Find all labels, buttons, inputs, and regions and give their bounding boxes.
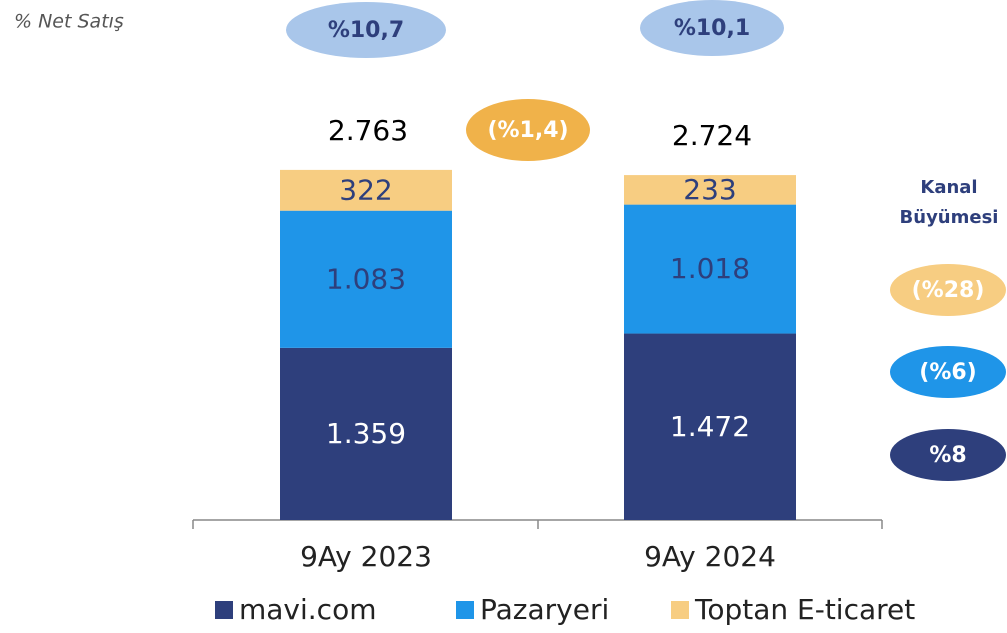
legend-label: Pazaryeri <box>480 593 609 626</box>
net-sales-label: % Net Satış <box>14 11 124 33</box>
share-label: %10,7 <box>328 18 404 43</box>
growth-label: (%1,4) <box>487 118 568 143</box>
total-label: 2.724 <box>672 119 752 152</box>
legend-label: mavi.com <box>239 593 376 626</box>
bar-segment <box>280 347 452 520</box>
x-tick-label: 9Ay 2024 <box>644 540 776 573</box>
share-label: %10,1 <box>674 16 750 41</box>
channel-pill <box>890 264 1006 316</box>
bar-segment <box>280 169 452 211</box>
growth-pill <box>466 99 590 161</box>
share-pill <box>640 0 784 56</box>
value-label: 1.018 <box>670 252 750 285</box>
bar-segment <box>280 210 452 348</box>
value-label: 1.472 <box>670 410 750 443</box>
legend-swatch <box>215 601 233 619</box>
value-label: 233 <box>683 173 736 206</box>
x-axis <box>192 519 883 529</box>
value-label: 322 <box>339 173 392 206</box>
bar-segment <box>624 204 796 334</box>
share-pill <box>286 2 446 58</box>
bar-segment <box>624 333 796 520</box>
channel-pill <box>890 429 1006 481</box>
total-label: 2.763 <box>328 114 408 147</box>
channel-growth: %8 <box>929 443 966 468</box>
value-label: 1.359 <box>326 417 406 450</box>
legend-swatch <box>671 601 689 619</box>
channel-growth: (%6) <box>919 360 976 385</box>
value-label: 1.083 <box>326 262 406 295</box>
legend-swatch <box>456 601 474 619</box>
channel-growth-title: Kanal Büyümesi <box>899 177 999 228</box>
x-tick-label: 9Ay 2023 <box>300 540 432 573</box>
bar-segment <box>624 175 796 205</box>
channel-pill <box>890 346 1006 398</box>
channel-growth: (%28) <box>912 278 985 303</box>
legend-label: Toptan E-ticaret <box>694 593 915 626</box>
